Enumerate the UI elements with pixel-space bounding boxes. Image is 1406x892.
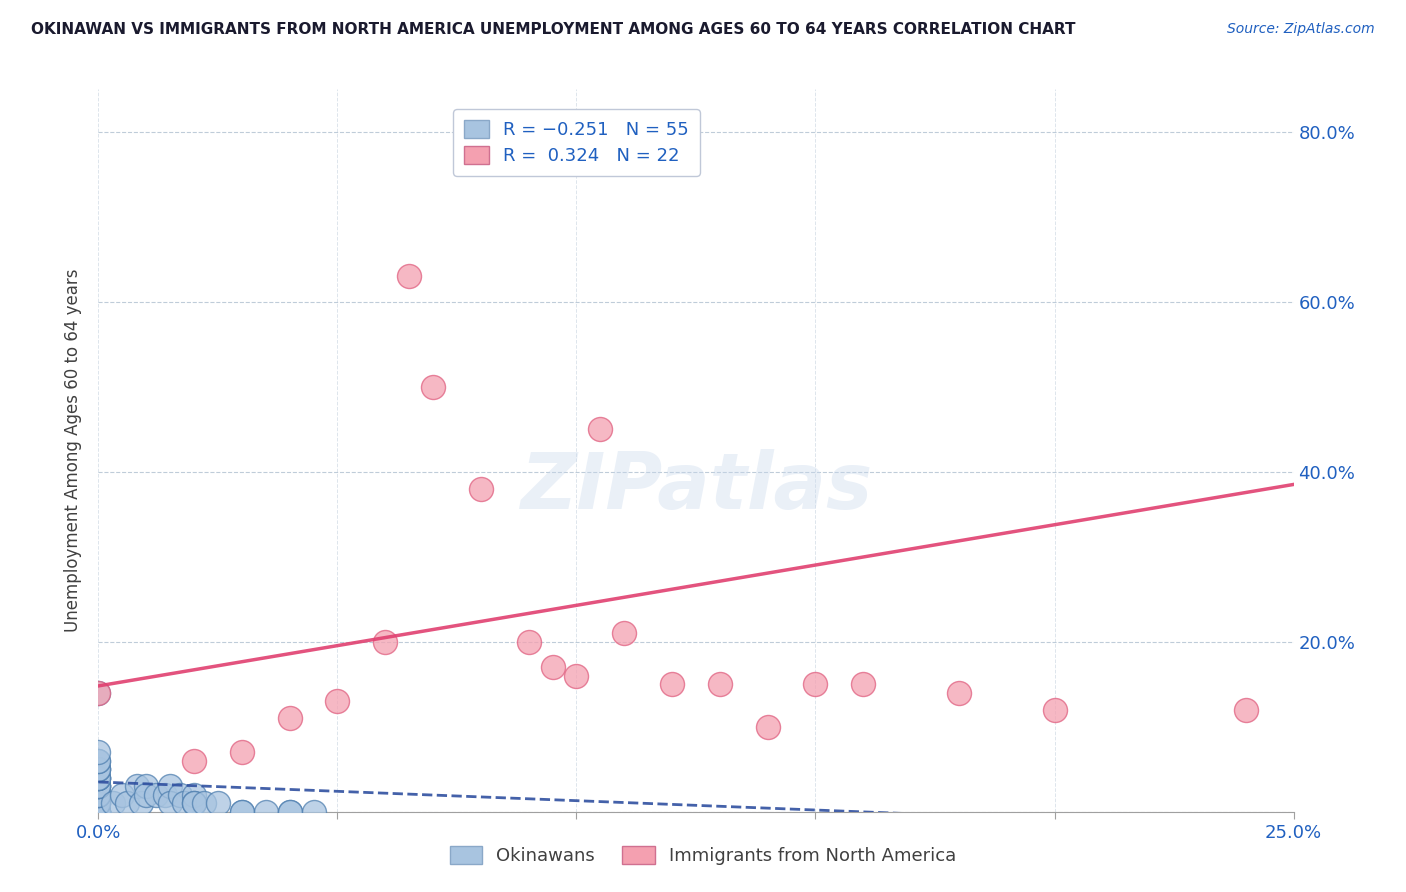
- Point: [87, 779, 110, 793]
- Point: [948, 686, 970, 700]
- Point: [852, 677, 875, 691]
- Point: [517, 634, 540, 648]
- Text: ZIPatlas: ZIPatlas: [520, 449, 872, 524]
- Point: [135, 788, 157, 802]
- Point: [231, 745, 253, 759]
- Point: [87, 796, 110, 810]
- Point: [87, 805, 110, 819]
- Point: [565, 669, 588, 683]
- Point: [254, 805, 277, 819]
- Point: [709, 677, 731, 691]
- Point: [87, 771, 110, 785]
- Point: [87, 771, 110, 785]
- Point: [87, 754, 110, 768]
- Legend: R = −0.251   N = 55, R =  0.324   N = 22: R = −0.251 N = 55, R = 0.324 N = 22: [453, 109, 700, 176]
- Point: [87, 805, 110, 819]
- Point: [87, 771, 110, 785]
- Point: [804, 677, 827, 691]
- Point: [87, 762, 110, 776]
- Point: [87, 762, 110, 776]
- Point: [87, 788, 110, 802]
- Point: [183, 796, 205, 810]
- Point: [278, 805, 301, 819]
- Point: [173, 796, 195, 810]
- Point: [541, 660, 564, 674]
- Text: OKINAWAN VS IMMIGRANTS FROM NORTH AMERICA UNEMPLOYMENT AMONG AGES 60 TO 64 YEARS: OKINAWAN VS IMMIGRANTS FROM NORTH AMERIC…: [31, 22, 1076, 37]
- Point: [159, 796, 181, 810]
- Point: [87, 805, 110, 819]
- Point: [183, 788, 205, 802]
- Y-axis label: Unemployment Among Ages 60 to 64 years: Unemployment Among Ages 60 to 64 years: [65, 268, 83, 632]
- Point: [145, 788, 167, 802]
- Point: [422, 380, 444, 394]
- Point: [87, 779, 110, 793]
- Point: [87, 754, 110, 768]
- Point: [613, 626, 636, 640]
- Point: [470, 482, 492, 496]
- Point: [231, 805, 253, 819]
- Point: [207, 796, 229, 810]
- Point: [87, 745, 110, 759]
- Text: Source: ZipAtlas.com: Source: ZipAtlas.com: [1227, 22, 1375, 37]
- Point: [87, 805, 110, 819]
- Point: [87, 805, 110, 819]
- Point: [159, 779, 181, 793]
- Point: [374, 634, 396, 648]
- Point: [87, 686, 110, 700]
- Point: [87, 796, 110, 810]
- Point: [1043, 703, 1066, 717]
- Point: [87, 805, 110, 819]
- Point: [115, 796, 138, 810]
- Point: [87, 805, 110, 819]
- Point: [302, 805, 325, 819]
- Point: [155, 788, 177, 802]
- Point: [87, 779, 110, 793]
- Point: [101, 796, 124, 810]
- Point: [87, 805, 110, 819]
- Point: [87, 788, 110, 802]
- Point: [131, 796, 153, 810]
- Point: [87, 788, 110, 802]
- Point: [87, 796, 110, 810]
- Point: [169, 788, 191, 802]
- Point: [193, 796, 215, 810]
- Point: [1234, 703, 1257, 717]
- Point: [87, 686, 110, 700]
- Point: [756, 720, 779, 734]
- Point: [183, 754, 205, 768]
- Point: [231, 805, 253, 819]
- Point: [183, 796, 205, 810]
- Legend: Okinawans, Immigrants from North America: Okinawans, Immigrants from North America: [443, 838, 963, 872]
- Point: [125, 779, 148, 793]
- Point: [87, 805, 110, 819]
- Point: [87, 805, 110, 819]
- Point: [278, 805, 301, 819]
- Point: [661, 677, 683, 691]
- Point: [87, 762, 110, 776]
- Point: [87, 779, 110, 793]
- Point: [87, 771, 110, 785]
- Point: [135, 779, 157, 793]
- Point: [326, 694, 349, 708]
- Point: [589, 422, 612, 436]
- Point: [278, 711, 301, 725]
- Point: [398, 269, 420, 284]
- Point: [111, 788, 134, 802]
